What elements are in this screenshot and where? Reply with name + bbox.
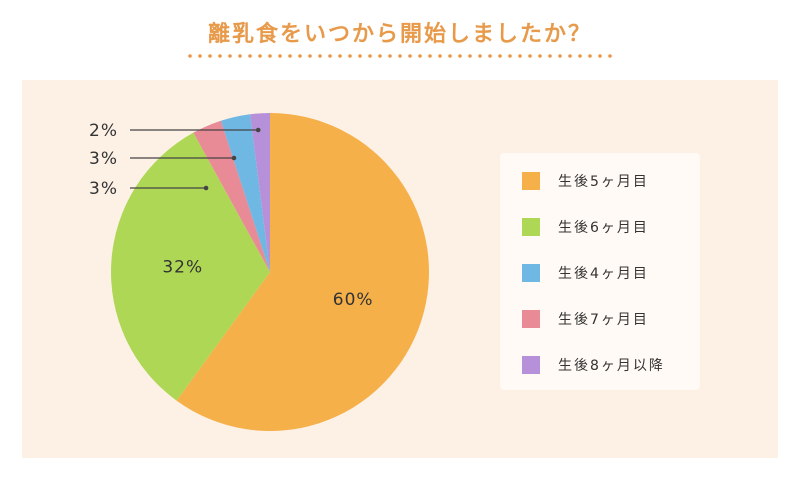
title-dotted-divider (185, 53, 615, 59)
slice-label: 3% (89, 179, 118, 199)
callout-dot (203, 185, 209, 191)
slice-label: 3% (89, 149, 118, 169)
slice-label: 2% (89, 121, 118, 141)
legend-label: 生後4ヶ月目 (558, 266, 649, 282)
legend-item: 生後5ヶ月目 (522, 169, 649, 193)
legend-swatch (522, 218, 540, 236)
legend: 生後5ヶ月目 生後6ヶ月目 生後4ヶ月目 生後7ヶ月目 生後8ヶ月以降 (500, 153, 700, 390)
legend-swatch (522, 172, 540, 190)
callout-dot (255, 127, 261, 133)
legend-item: 生後4ヶ月目 (522, 261, 649, 285)
slice-label: 60% (333, 290, 374, 310)
legend-item: 生後8ヶ月以降 (522, 353, 665, 377)
legend-swatch (522, 310, 540, 328)
pie-slice (176, 113, 430, 431)
legend-label: 生後7ヶ月目 (558, 312, 649, 328)
legend-label: 生後5ヶ月目 (558, 174, 649, 190)
legend-item: 生後7ヶ月目 (522, 307, 649, 331)
pie-slice (220, 114, 270, 273)
pie-slice (111, 132, 270, 401)
slice-label: 32% (162, 258, 203, 278)
pie-slice (250, 113, 270, 272)
legend-label: 生後8ヶ月以降 (558, 358, 665, 374)
legend-swatch (522, 356, 540, 374)
callout-dot (231, 155, 237, 161)
legend-label: 生後6ヶ月目 (558, 220, 649, 236)
chart-title: 離乳食をいつから開始しましたか？ (207, 22, 592, 47)
legend-swatch (522, 264, 540, 282)
legend-item: 生後6ヶ月目 (522, 215, 649, 239)
